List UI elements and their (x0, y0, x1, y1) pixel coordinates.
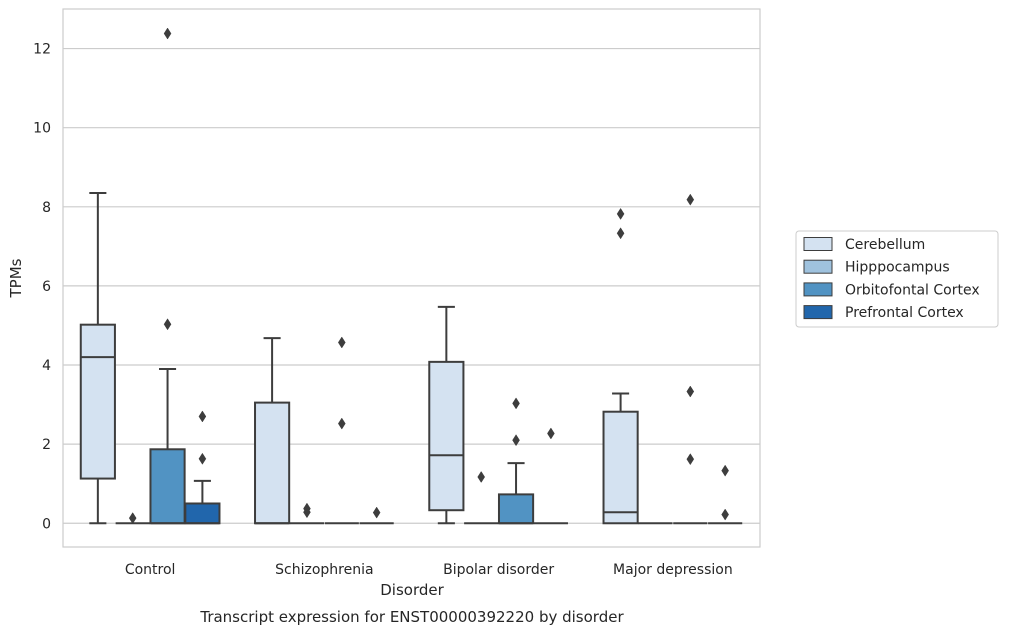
box-group (289, 502, 325, 525)
box (149, 448, 186, 525)
box (254, 401, 291, 525)
outlier-point (616, 227, 625, 240)
outlier-point (163, 318, 172, 331)
outlier-point (721, 464, 729, 477)
x-tick-labels: Control Schizophrenia Bipolar disorder Majo… (125, 562, 733, 578)
outlier-point (198, 452, 207, 465)
legend-frame (795, 230, 999, 328)
box (79, 323, 116, 480)
outlier-point (303, 502, 311, 515)
outlier-point (686, 453, 695, 466)
box-group (673, 193, 708, 525)
box-group (428, 305, 465, 525)
outlier-point (512, 397, 520, 410)
legend-swatch (803, 305, 833, 320)
outlier-point (512, 434, 520, 447)
legend-label: Cerebellum (845, 237, 925, 253)
box-group (184, 410, 221, 525)
outlier-point (128, 512, 137, 525)
y-axis-label: TPMs (7, 258, 25, 298)
y-tick-label: 6 (42, 279, 51, 295)
box-group (497, 397, 535, 525)
y-tick-label: 0 (42, 516, 51, 532)
plot-frame (62, 8, 761, 548)
box (602, 410, 639, 525)
box (428, 360, 465, 512)
outlier-point (372, 506, 381, 519)
outlier-point (477, 471, 485, 483)
legend-swatch (803, 282, 833, 297)
box (184, 502, 221, 525)
legend-label: Orbitofontal Cortex (845, 282, 980, 298)
box-group (602, 207, 639, 525)
x-tick-label: Major depression (613, 562, 733, 578)
y-tick-label: 2 (42, 437, 51, 453)
legend-swatch (803, 237, 833, 251)
y-tick-label: 12 (33, 42, 51, 58)
y-tick-label: 10 (33, 121, 51, 137)
outlier-point (616, 207, 625, 220)
box-group (79, 191, 116, 525)
legend: Cerebellum Hipppocampus Orbitofontal Corte… (795, 230, 999, 328)
box-group (324, 336, 359, 525)
box-group (359, 506, 394, 525)
y-tick-labels: 0 2 4 6 8 10 12 (33, 42, 51, 533)
x-tick-label: Control (125, 562, 176, 578)
chart-title: Transcript expression for ENST0000039222… (199, 608, 624, 626)
box-group (254, 337, 291, 525)
outlier-point (163, 27, 172, 40)
x-axis-label: Disorder (380, 581, 444, 599)
box-group (708, 464, 743, 525)
legend-label: Prefrontal Cortex (845, 305, 964, 321)
outlier-point (338, 336, 346, 349)
x-tick-label: Bipolar disorder (443, 562, 554, 578)
legend-swatch (803, 259, 833, 274)
y-tick-label: 4 (42, 358, 51, 374)
box-group (115, 512, 150, 525)
outlier-point (338, 417, 346, 430)
x-tick-label: Schizophrenia (275, 562, 373, 578)
legend-label: Hipppocampus (845, 260, 950, 276)
boxes (79, 27, 743, 525)
box-group (149, 27, 186, 525)
box (497, 493, 535, 525)
box-group (533, 427, 568, 525)
box-group (464, 471, 499, 525)
outlier-point (721, 508, 729, 521)
outlier-point (547, 427, 555, 440)
outlier-point (686, 193, 695, 206)
outlier-point (686, 385, 695, 398)
y-tick-label: 8 (42, 200, 51, 216)
outlier-point (198, 410, 207, 423)
